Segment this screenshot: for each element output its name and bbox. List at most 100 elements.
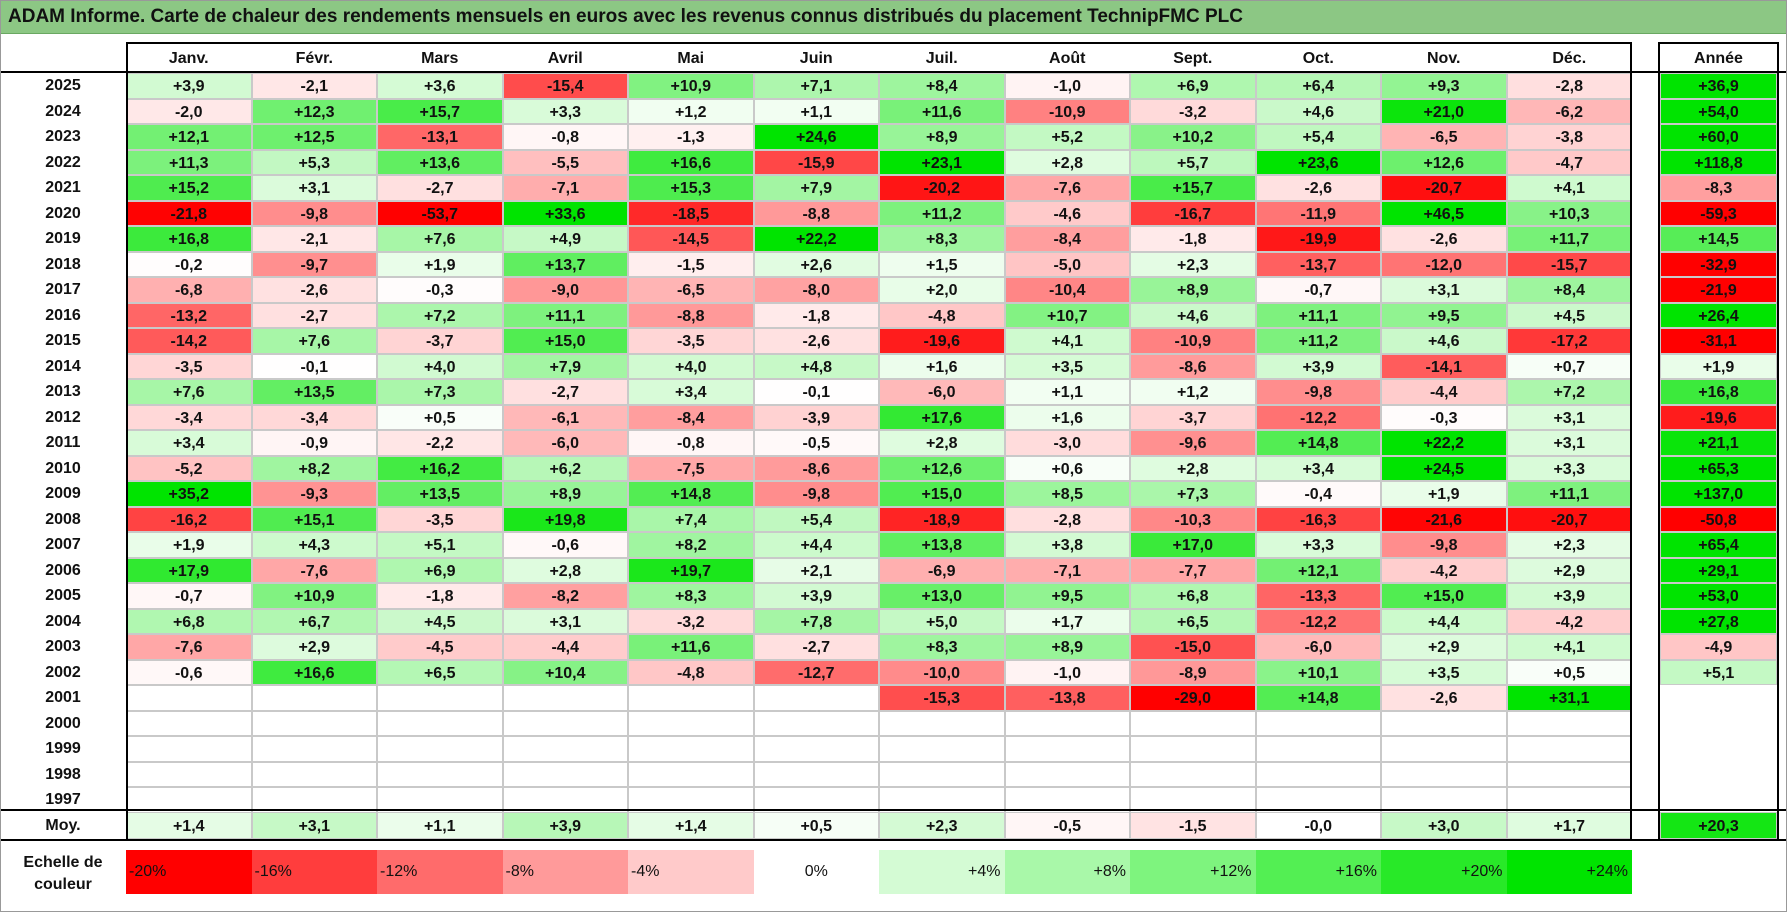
year-label: 2002: [45, 663, 81, 681]
heatmap-cell: [251, 685, 377, 711]
heatmap-cell: +0,5: [1506, 659, 1632, 685]
heatmap-cell: +3,3: [1506, 455, 1632, 481]
year-label: 2014: [45, 357, 81, 375]
scale-label: Echelle de couleur: [0, 852, 126, 896]
year-label: 2008: [45, 510, 81, 528]
heatmap-cell: +2,9: [251, 634, 377, 660]
year-label: 1997: [45, 791, 81, 808]
heatmap-cell: +3,9: [1255, 353, 1381, 379]
heatmap-cell: -3,2: [628, 608, 754, 634]
heatmap-cell: -10,3: [1130, 506, 1256, 532]
heatmap-cell: -3,8: [1506, 124, 1632, 150]
heatmap-cell: +15,0: [879, 481, 1005, 507]
page-title: ADAM Informe. Carte de chaleur des rende…: [0, 0, 1787, 34]
heatmap-cell: -1,0: [1004, 73, 1130, 99]
heatmap-cell: -1,8: [1130, 226, 1256, 252]
heatmap-cell: +2,0: [879, 277, 1005, 303]
heatmap-cell: +4,5: [1506, 302, 1632, 328]
heatmap-cell: +13,5: [251, 379, 377, 405]
year-label: 2012: [45, 408, 81, 426]
month-header: Févr.: [295, 50, 333, 67]
annual-cell: +60,0: [1660, 124, 1777, 150]
heatmap-cell: -6,0: [502, 430, 628, 456]
heatmap-cell: -2,8: [1506, 73, 1632, 99]
heatmap-cell: +4,3: [251, 532, 377, 558]
heatmap-cell: -5,0: [1004, 251, 1130, 277]
heatmap-cell: -17,2: [1506, 328, 1632, 354]
heatmap-cell: +7,9: [753, 175, 879, 201]
heatmap-cell: +22,2: [1381, 430, 1507, 456]
heatmap-cell: -13,1: [377, 124, 503, 150]
heatmap-cell: +19,7: [628, 557, 754, 583]
heatmap-cell: -6,8: [126, 277, 252, 303]
heatmap-cell: -11,9: [1255, 200, 1381, 226]
heatmap-cell: +16,8: [126, 226, 252, 252]
heatmap-cell: +6,8: [126, 608, 252, 634]
heatmap-cell: [126, 761, 252, 787]
heatmap-cell: [879, 710, 1005, 736]
annual-cell: +65,3: [1660, 455, 1777, 481]
heatmap-cell: +11,2: [1255, 328, 1381, 354]
annual-cell: +54,0: [1660, 98, 1777, 124]
annual-cell: +53,0: [1660, 583, 1777, 609]
heatmap-cell: [502, 710, 628, 736]
heatmap-cell: +11,2: [879, 200, 1005, 226]
year-label: 2006: [45, 561, 81, 579]
heatmap-cell: +3,1: [1381, 277, 1507, 303]
heatmap-cell: +17,6: [879, 404, 1005, 430]
heatmap-cell: +10,3: [1506, 200, 1632, 226]
heatmap-cell: -9,3: [251, 481, 377, 507]
scale-swatch: -20%: [126, 850, 252, 894]
heatmap-cell: +6,7: [251, 608, 377, 634]
heatmap-cell: -0,9: [251, 430, 377, 456]
heatmap-cell: -3,4: [251, 404, 377, 430]
heatmap-cell: -5,5: [502, 149, 628, 175]
heatmap-cell: +3,1: [251, 175, 377, 201]
heatmap-cell: [1381, 710, 1507, 736]
year-label: 2009: [45, 485, 81, 502]
heatmap-cell: -15,4: [502, 73, 628, 99]
heatmap-cell: -2,7: [753, 634, 879, 660]
heatmap-cell: [126, 685, 252, 711]
year-label: 2022: [45, 153, 81, 171]
heatmap-cell: [753, 685, 879, 711]
heatmap-cell: +7,3: [377, 379, 503, 405]
heatmap-cell: -1,3: [628, 124, 754, 150]
year-label: 2007: [45, 536, 81, 553]
heatmap-cell: +6,8: [1130, 583, 1256, 609]
heatmap-cell: -29,0: [1130, 685, 1256, 711]
month-header: Nov.: [1427, 50, 1461, 67]
heatmap-cell: [1506, 710, 1632, 736]
heatmap-cell: +10,9: [251, 583, 377, 609]
average-separator-bottom: [0, 839, 1787, 841]
heatmap-cell: -3,9: [753, 404, 879, 430]
heatmap-cell: [377, 761, 503, 787]
heatmap-cell: -4,8: [628, 659, 754, 685]
heatmap-cell: -6,0: [1255, 634, 1381, 660]
heatmap-cell: -10,0: [879, 659, 1005, 685]
heatmap-cell: +10,1: [1255, 659, 1381, 685]
average-cell: +3,9: [502, 812, 628, 839]
heatmap-cell: [628, 736, 754, 762]
heatmap-cell: +12,3: [251, 98, 377, 124]
heatmap-cell: +4,1: [1506, 175, 1632, 201]
month-header: Déc.: [1552, 50, 1587, 67]
heatmap-cell: +3,4: [1255, 455, 1381, 481]
heatmap-cell: [1506, 787, 1632, 813]
heatmap-cell: +10,2: [1130, 124, 1256, 150]
heatmap-cell: +12,1: [126, 124, 252, 150]
heatmap-cell: -10,9: [1004, 98, 1130, 124]
heatmap-cell: +3,5: [1004, 353, 1130, 379]
scale-label-line: couleur: [34, 876, 92, 893]
heatmap-cell: +17,0: [1130, 532, 1256, 558]
heatmap-cell: [1381, 761, 1507, 787]
heatmap-cell: -16,2: [126, 506, 252, 532]
heatmap-cell: +15,2: [126, 175, 252, 201]
heatmap-cell: -8,6: [753, 455, 879, 481]
heatmap-cell: [628, 761, 754, 787]
year-label: 2011: [45, 434, 81, 451]
annual-header: Année: [1694, 50, 1743, 67]
average-cell: +2,3: [879, 812, 1005, 839]
heatmap-cell: -9,8: [753, 481, 879, 507]
heatmap-cell: -13,7: [1255, 251, 1381, 277]
